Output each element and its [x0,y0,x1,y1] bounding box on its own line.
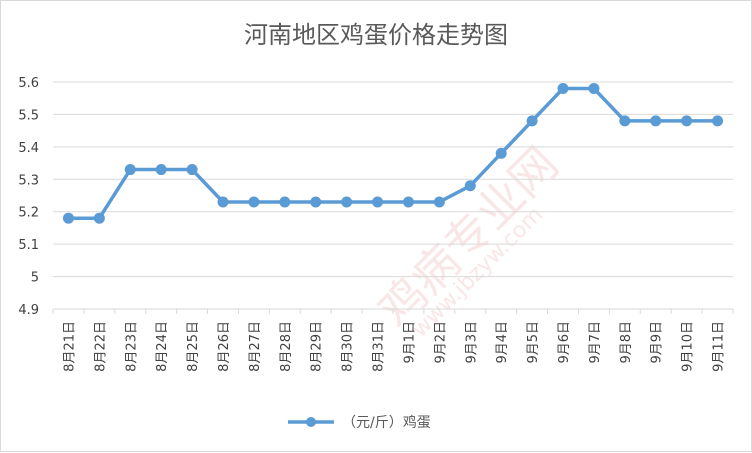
x-tick-label: 8月25日 [186,321,201,372]
x-tick-label: 9月11日 [712,321,727,372]
y-tick-label: 5.5 [18,108,39,123]
data-point [372,196,384,208]
data-point [341,196,353,208]
data-point [124,164,136,176]
y-tick-label: 4.9 [18,303,39,318]
x-tick-label: 9月10日 [681,321,696,372]
series-line [68,86,718,220]
x-tick-label: 9月7日 [588,321,603,364]
y-axis-ticks: 4.9 5 5.1 5.2 5.3 5.4 5.5 5.6 [18,76,39,318]
x-tick-label: 8月24日 [155,321,170,372]
y-tick-label: 5.4 [18,141,39,156]
legend-label: （元/斤）鸡蛋 [342,414,431,431]
x-tick-label: 8月21日 [62,321,77,372]
x-tick-label: 8月26日 [217,321,232,372]
data-point [186,164,198,176]
watermark-text: 鸡病专业网 [368,136,569,337]
y-tick-label: 5.3 [18,173,39,188]
data-point [217,196,229,208]
y-tick-label: 5.2 [18,206,39,221]
data-point [402,196,414,208]
data-point [650,115,662,127]
data-point [526,115,538,127]
x-tick-label: 8月22日 [93,321,108,372]
data-point [248,196,260,208]
data-point [681,115,693,127]
x-tick-label: 8月23日 [124,321,139,372]
x-tick-label: 9月2日 [433,321,448,364]
x-tick-label: 9月5日 [526,321,541,364]
data-point [495,147,507,159]
x-axis-ticks: 8月21日 8月22日 8月23日 8月24日 8月25日 8月26日 8月27日 8月28日… [52,309,734,372]
x-tick-label: 8月27日 [248,321,263,372]
y-tick-label: 5.6 [18,76,39,91]
x-tick-label: 9月4日 [495,321,510,364]
x-tick-label: 8月30日 [341,321,356,372]
y-tick-label: 5.1 [18,238,39,253]
data-point [155,164,167,176]
data-point [433,196,445,208]
x-tick-label: 9月1日 [402,321,417,364]
data-point [93,212,105,224]
data-point [62,212,74,224]
x-tick-label: 9月8日 [619,321,634,364]
data-point [557,82,569,94]
data-point [310,196,322,208]
x-tick-label: 8月28日 [279,321,294,372]
watermark: 鸡病专业网 www.jbzyw.com [368,136,569,342]
x-tick-label: 8月31日 [372,321,387,372]
x-tick-label: 9月9日 [650,321,665,364]
data-point [712,115,724,127]
series-layer [62,82,724,224]
x-tick-label: 9月3日 [464,321,479,364]
x-tick-label: 9月6日 [557,321,572,364]
legend: （元/斤）鸡蛋 [288,414,431,431]
data-point [279,196,291,208]
y-tick-label: 5 [31,271,39,286]
data-point [464,180,476,192]
legend-marker [306,417,316,427]
x-tick-label: 8月29日 [310,321,325,372]
data-point [588,82,600,94]
data-point [619,115,631,127]
chart-title: 河南地区鸡蛋价格走势图 [244,21,508,49]
